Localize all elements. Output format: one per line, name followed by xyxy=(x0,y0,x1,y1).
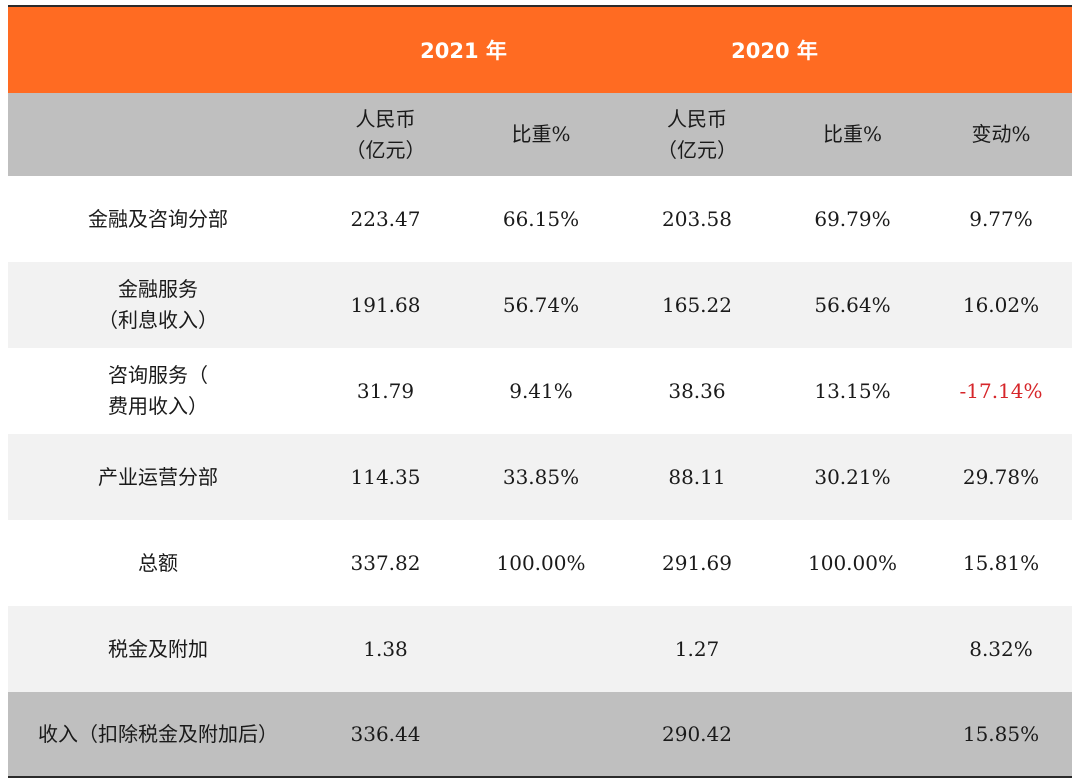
share-2021-cell: 9.41% xyxy=(509,378,573,403)
share-2021-cell xyxy=(463,606,619,692)
change-cell: 16.02% xyxy=(962,292,1040,317)
value-2021-cell: 191.68 xyxy=(350,292,421,317)
header-share-2021: 比重% xyxy=(511,122,571,146)
row-label-line: 产业运营分部 xyxy=(98,464,218,489)
value-2020-cell: 1.27 xyxy=(674,636,720,661)
row-label: 收入（扣除税金及附加后） xyxy=(8,692,308,776)
share-2020-cell: 13.15% xyxy=(814,378,891,403)
change-cell: 15.81% xyxy=(962,550,1040,575)
share-2021-cell: 66.15% xyxy=(502,206,580,231)
header-rmb-2020-line2: （亿元） xyxy=(657,137,737,162)
row-label-line: 税金及附加 xyxy=(108,636,208,661)
share-2020-cell: 30.21% xyxy=(814,464,891,489)
change-cell: 29.78% xyxy=(962,464,1040,489)
value-2020-cell: 165.22 xyxy=(662,292,732,317)
value-2020-cell: 290.42 xyxy=(662,721,732,746)
row-label: 金融及咨询分部 xyxy=(8,176,308,262)
year-2020-header: 2020 年 xyxy=(731,39,818,63)
row-label: 总额 xyxy=(8,520,308,606)
share-2021-cell: 100.00% xyxy=(496,550,586,575)
header-rmb-2020: 人民币 （亿元） xyxy=(619,93,775,176)
header-change: 变动% xyxy=(971,122,1031,146)
share-2021-cell: 33.85% xyxy=(502,464,580,489)
change-cell: 9.77% xyxy=(969,206,1033,231)
table-row: 产业运营分部 114.35 33.85% 88.11 30.21% 29.78% xyxy=(8,434,1072,520)
share-2020-cell: 56.64% xyxy=(814,292,891,317)
row-label: 咨询服务（ 费用收入） xyxy=(8,348,308,434)
header-rmb-2020-line1: 人民币 xyxy=(667,106,727,131)
value-2020-cell: 291.69 xyxy=(662,550,732,575)
header-label-blank xyxy=(8,93,308,176)
value-2021-cell: 114.35 xyxy=(350,464,421,489)
share-2020-cell xyxy=(775,692,930,776)
header-rmb-2021-line2: （亿元） xyxy=(345,137,426,162)
year-2021-header: 2021 年 xyxy=(420,39,507,63)
value-2021-cell: 1.38 xyxy=(363,636,408,661)
change-cell: 15.85% xyxy=(962,721,1040,746)
value-2020-cell: 38.36 xyxy=(668,378,726,403)
value-2021-cell: 336.44 xyxy=(350,721,421,746)
value-2021-cell: 223.47 xyxy=(350,206,421,231)
table-body: 金融及咨询分部 223.47 66.15% 203.58 69.79% 9.77% 金融服务… xyxy=(8,176,1072,776)
year-header-spacer xyxy=(8,7,308,93)
table-row: 税金及附加 1.38 1.27 8.32% xyxy=(8,606,1072,692)
header-share-2020: 比重% xyxy=(822,122,882,146)
table-row: 金融及咨询分部 223.47 66.15% 203.58 69.79% 9.77% xyxy=(8,176,1072,262)
value-2020-cell: 203.58 xyxy=(662,206,732,231)
row-label-line: （利息收入） xyxy=(98,308,218,332)
table-row: 收入（扣除税金及附加后） 336.44 290.42 15.85% xyxy=(8,692,1072,776)
column-header-row: 人民币 （亿元） 比重% 人民币 （亿元） 比重% 变动% xyxy=(8,93,1072,176)
row-label-line: 收入（扣除税金及附加后） xyxy=(38,721,278,746)
share-2021-cell: 56.74% xyxy=(502,292,580,317)
row-label: 税金及附加 xyxy=(8,606,308,692)
share-2021-cell xyxy=(463,692,619,776)
row-label: 金融服务 （利息收入） xyxy=(8,262,308,348)
row-label-line: 金融及咨询分部 xyxy=(88,206,228,231)
row-label: 产业运营分部 xyxy=(8,434,308,520)
row-label-line: 咨询服务（ xyxy=(108,363,208,387)
value-2020-cell: 88.11 xyxy=(668,464,726,489)
year-header-blank xyxy=(930,7,1072,93)
row-label-line: 费用收入） xyxy=(108,394,208,418)
table-row: 总额 337.82 100.00% 291.69 100.00% 15.81% xyxy=(8,520,1072,606)
row-label-line: 金融服务 xyxy=(118,277,198,301)
share-2020-cell xyxy=(775,606,930,692)
table-row: 金融服务 （利息收入） 191.68 56.74% 165.22 56.64% 16.02% xyxy=(8,262,1072,348)
table-row: 咨询服务（ 费用收入） 31.79 9.41% 38.36 13.15% -17.14% xyxy=(8,348,1072,434)
value-2021-cell: 337.82 xyxy=(350,550,421,575)
header-rmb-2021: 人民币 （亿元） xyxy=(308,93,463,176)
share-2020-cell: 100.00% xyxy=(808,550,897,575)
change-cell: -17.14% xyxy=(959,378,1043,403)
value-2021-cell: 31.79 xyxy=(356,378,415,403)
header-rmb-2021-line1: 人民币 xyxy=(355,106,416,131)
row-label-line: 总额 xyxy=(138,550,178,575)
revenue-table: 2021 年 2020 年 人民币 （亿元） 比重% 人民币 （亿元） 比重% … xyxy=(8,5,1072,778)
change-cell: 8.32% xyxy=(969,636,1033,661)
year-header-row: 2021 年 2020 年 xyxy=(8,7,1072,93)
share-2020-cell: 69.79% xyxy=(814,206,891,231)
